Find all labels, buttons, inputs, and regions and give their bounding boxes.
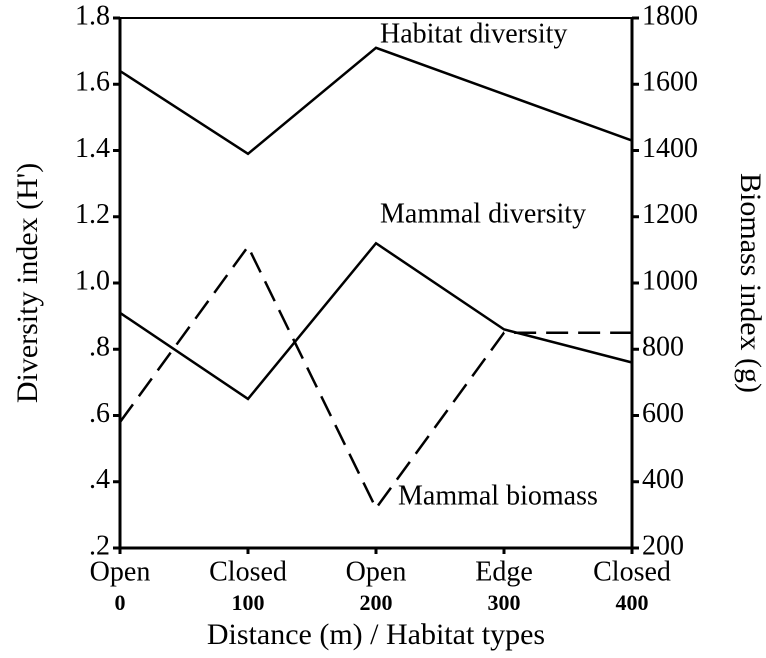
y2-tick-label: 1800 [642,0,698,31]
x-tick-label: 0 [115,590,126,615]
series-line [118,244,632,511]
series-label: Habitat diversity [380,18,567,49]
y2-tick-label: 1600 [642,67,698,98]
y-tick-label: .8 [89,332,110,363]
y2-tick-label: 800 [642,332,684,363]
habitat-label: Edge [475,556,533,587]
y2-tick-label: 600 [642,398,684,429]
y-tick-label: .2 [89,530,110,561]
x-tick-label: 200 [360,590,393,615]
y-tick-label: 1.8 [75,0,110,31]
y-tick-label: .6 [89,398,110,429]
series-label: Mammal diversity [380,198,586,229]
y-tick-label: 1.4 [75,133,110,164]
series-line [119,241,633,401]
y2-tick-label: 200 [642,530,684,561]
x-tick-label: 100 [232,590,265,615]
series-line [119,46,633,156]
y2-tick-label: 1400 [642,133,698,164]
habitat-label: Open [346,556,407,587]
y2-tick-label: 1000 [642,265,698,296]
habitat-label: Open [90,556,151,587]
y-tick-label: 1.2 [75,199,110,230]
y-axis-label: Diversity index (H') [11,163,44,403]
y-tick-label: 1.0 [75,265,110,296]
habitat-label: Closed [209,556,287,587]
x-tick-label: 300 [488,590,521,615]
x-tick-label: 400 [616,590,649,615]
y-tick-label: 1.6 [75,67,110,98]
series-label: Mammal biomass [398,480,598,511]
y-tick-label: .4 [89,464,110,495]
x-axis-label: Distance (m) / Habitat types [207,618,545,651]
y2-axis-label: Biomass index (g) [734,173,766,393]
habitat-label: Closed [593,556,671,587]
y2-tick-label: 1200 [642,199,698,230]
y2-tick-label: 400 [642,464,684,495]
